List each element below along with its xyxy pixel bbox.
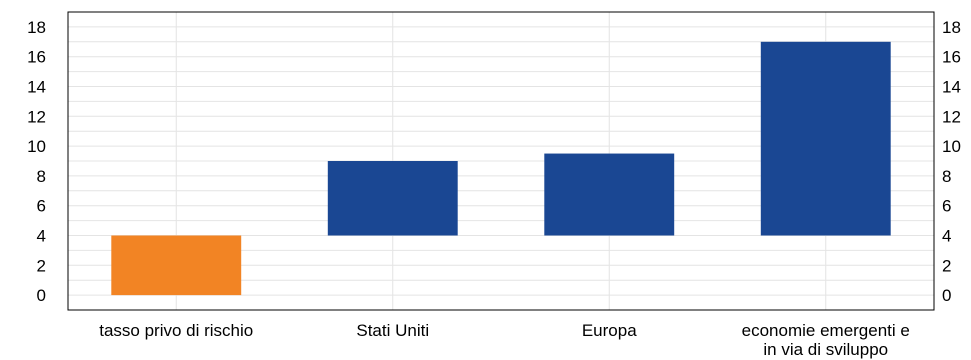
bar-3: [544, 153, 675, 236]
category-labels: tasso privo di rischio Stati Uniti Europa e…: [99, 321, 910, 359]
right-y-tick-label: 16: [942, 48, 961, 67]
right-y-tick-label: 4: [942, 227, 951, 246]
right-y-axis-ticks: 0 2 4 6 8 10 12 14 16 18: [942, 18, 961, 305]
right-y-tick-label: 6: [942, 197, 951, 216]
bar-4: [760, 41, 891, 236]
left-y-tick-label: 6: [37, 197, 46, 216]
bar-1: [111, 235, 242, 296]
category-label: Europa: [582, 321, 637, 340]
category-label: economie emergenti e in via di sviluppo: [742, 321, 910, 359]
bar-2: [327, 161, 458, 236]
left-y-tick-label: 8: [37, 167, 46, 186]
right-y-tick-label: 0: [942, 286, 951, 305]
right-y-tick-label: 12: [942, 107, 961, 126]
bars: [111, 41, 891, 296]
left-y-tick-label: 16: [27, 48, 46, 67]
right-y-tick-label: 2: [942, 256, 951, 275]
plot-frame: [67, 11, 935, 311]
category-label: tasso privo di rischio: [99, 321, 253, 340]
right-y-tick-label: 8: [942, 167, 951, 186]
left-y-axis-ticks: 0 2 4 6 8 10 12 14 16 18: [27, 18, 46, 305]
left-y-tick-label: 14: [27, 78, 46, 97]
left-y-tick-label: 10: [27, 137, 46, 156]
left-y-tick-label: 18: [27, 18, 46, 37]
right-y-tick-label: 14: [942, 78, 961, 97]
category-label: Stati Uniti: [356, 321, 429, 340]
left-y-tick-label: 12: [27, 107, 46, 126]
left-y-tick-label: 4: [37, 227, 46, 246]
right-y-tick-label: 18: [942, 18, 961, 37]
left-y-tick-label: 0: [37, 286, 46, 305]
right-y-tick-label: 10: [942, 137, 961, 156]
left-y-tick-label: 2: [37, 256, 46, 275]
